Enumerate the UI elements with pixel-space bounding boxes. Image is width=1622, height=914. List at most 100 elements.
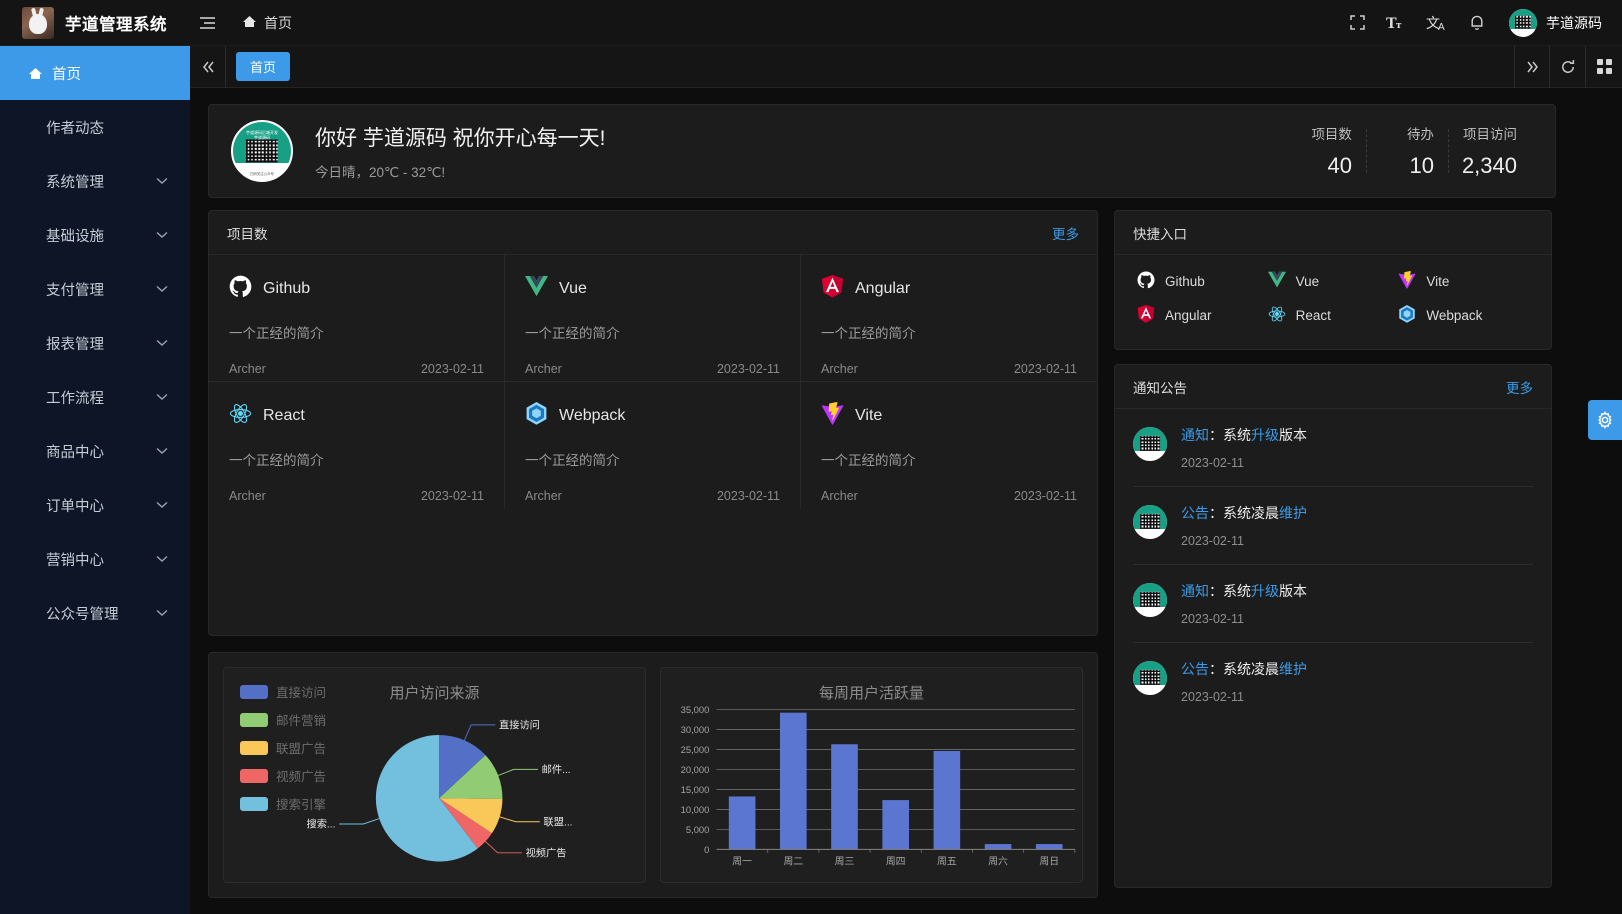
tabs-expand-right-icon[interactable]	[1514, 45, 1550, 88]
pie-slice[interactable]	[439, 734, 486, 799]
pie-legend-item[interactable]: 视频广告	[240, 766, 326, 785]
bar-rect[interactable]	[831, 744, 858, 850]
pie-chart-legend[interactable]: 直接访问 邮件营销 联盟广告 视频广告 搜索引擎	[240, 682, 326, 822]
notice-item[interactable]: 公告：系统凌晨维护 2023-02-11	[1133, 643, 1533, 720]
tab-home[interactable]: 首页	[236, 52, 291, 81]
notice-item[interactable]: 通知：系统升级版本 2023-02-11	[1133, 565, 1533, 643]
webpack-icon	[525, 402, 548, 430]
pie-leader-line	[485, 841, 522, 854]
sidebar-item-5[interactable]: 报表管理	[0, 316, 190, 370]
legend-label: 邮件营销	[276, 714, 327, 728]
legend-swatch	[240, 684, 268, 699]
quick-entry-label: Github	[1165, 274, 1205, 289]
bar-chart-title: 每周用户活跃量	[818, 685, 924, 702]
pie-slice[interactable]	[439, 798, 492, 849]
pie-legend-item[interactable]: 搜索引擎	[240, 794, 326, 813]
quick-entry-item[interactable]: Github	[1137, 271, 1268, 292]
sidebar-item-1[interactable]: 作者动态	[0, 100, 190, 154]
github-icon	[229, 275, 252, 303]
quick-entry-item[interactable]: Webpack	[1398, 305, 1529, 326]
charts-panel: 用户访问来源 直接访问 邮件营销 联盟广告 视频广告 搜索引擎 直接访问 邮件..…	[208, 652, 1098, 898]
projects-header: 项目数 更多	[209, 211, 1097, 255]
bar-x-label: 周六	[988, 856, 1008, 868]
pie-slice-label: 视频广告	[526, 847, 567, 860]
hamburger-icon[interactable]	[194, 0, 220, 46]
welcome-banner: 芋道源码后端开发 芋道源码 扫码关注公众号 你好 芋道源码 祝你开心每一天! 今日…	[208, 104, 1556, 198]
quick-entry-label: React	[1295, 308, 1331, 323]
sidebar-item-9[interactable]: 营销中心	[0, 532, 190, 586]
project-name: React	[263, 407, 305, 424]
notice-item[interactable]: 通知：系统升级版本 2023-02-11	[1133, 409, 1533, 487]
project-desc: 一个正经的简介	[821, 326, 916, 341]
project-card[interactable]: React 一个正经的简介 Archer 2023-02-11	[209, 382, 505, 509]
bar-rect[interactable]	[984, 844, 1012, 850]
app-logo-area[interactable]: 芋道管理系统	[0, 6, 190, 39]
bell-icon[interactable]	[1457, 0, 1497, 46]
pie-legend-item[interactable]: 联盟广告	[240, 738, 326, 757]
project-card[interactable]: Angular 一个正经的简介 Archer 2023-02-11	[801, 255, 1097, 382]
quick-entry-label: Vite	[1426, 274, 1450, 289]
project-card[interactable]: Github 一个正经的简介 Archer 2023-02-11	[209, 255, 505, 382]
quick-entry-grid: Github Vue Vite Angular React Webpack	[1115, 255, 1551, 342]
pie-slice[interactable]	[439, 755, 503, 799]
pie-slice[interactable]	[439, 798, 503, 834]
user-menu[interactable]: 芋道源码	[1497, 8, 1608, 37]
project-author: Archer	[821, 489, 858, 503]
pie-slice-label: 联盟...	[544, 816, 573, 828]
home-icon	[28, 66, 43, 80]
project-name: Github	[263, 280, 311, 297]
pie-legend-item[interactable]: 邮件营销	[240, 710, 326, 729]
quick-entry-item[interactable]: React	[1268, 305, 1399, 326]
quick-entry-item[interactable]: Vue	[1267, 271, 1399, 292]
sidebar-item-8[interactable]: 订单中心	[0, 478, 190, 532]
notices-more-link[interactable]: 更多	[1506, 380, 1533, 396]
project-card[interactable]: Webpack 一个正经的简介 Archer 2023-02-11	[505, 382, 801, 509]
sidebar-item-label: 支付管理	[46, 282, 104, 299]
bar-chart[interactable]: 每周用户活跃量 0 5,000 10,000 15,000 20,000 25,000 30…	[660, 667, 1083, 883]
bar-rect[interactable]	[780, 712, 807, 850]
project-date: 2023-02-11	[420, 362, 484, 376]
notice-title: 公告：系统凌晨维护	[1181, 661, 1307, 677]
projects-more-link[interactable]: 更多	[1052, 226, 1079, 242]
bar-rect[interactable]	[933, 750, 961, 850]
refresh-icon[interactable]	[1550, 45, 1586, 88]
sidebar-item-0[interactable]: 首页	[0, 46, 190, 100]
sidebar-item-4[interactable]: 支付管理	[0, 262, 190, 316]
sidebar-item-7[interactable]: 商品中心	[0, 424, 190, 478]
fullscreen-icon[interactable]	[1337, 0, 1377, 46]
legend-label: 联盟广告	[276, 742, 327, 756]
sidebar-item-2[interactable]: 系统管理	[0, 154, 190, 208]
translate-icon[interactable]: 文 A	[1417, 0, 1457, 46]
project-card[interactable]: Vue 一个正经的简介 Archer 2023-02-11	[505, 255, 801, 382]
project-card[interactable]: Vite 一个正经的简介 Archer 2023-02-11	[801, 382, 1097, 509]
pie-slice[interactable]	[375, 734, 478, 862]
pie-legend-item[interactable]: 直接访问	[240, 682, 326, 701]
bar-rect[interactable]	[1035, 844, 1063, 850]
breadcrumb[interactable]: 首页	[242, 13, 292, 33]
quick-entry-item[interactable]: Vite	[1398, 271, 1529, 292]
project-author: Archer	[821, 362, 858, 376]
sidebar-item-10[interactable]: 公众号管理	[0, 586, 190, 640]
tabs-collapse-left-icon[interactable]	[190, 45, 226, 88]
quick-entry-label: Angular	[1165, 308, 1212, 323]
notice-item[interactable]: 公告：系统凌晨维护 2023-02-11	[1133, 487, 1533, 565]
project-desc: 一个正经的简介	[229, 326, 324, 341]
grid-layout-icon[interactable]	[1586, 46, 1622, 88]
bar-rect[interactable]	[882, 800, 909, 850]
chevron-down-icon	[156, 497, 168, 513]
sidebar-item-label: 营销中心	[46, 552, 104, 569]
notice-title: 公告：系统凌晨维护	[1181, 505, 1307, 521]
legend-label: 视频广告	[276, 770, 327, 784]
notice-date: 2023-02-11	[1181, 612, 1245, 626]
main-content: 芋道源码后端开发 芋道源码 扫码关注公众号 你好 芋道源码 祝你开心每一天! 今日…	[190, 88, 1622, 914]
sidebar-item-6[interactable]: 工作流程	[0, 370, 190, 424]
sidebar-item-3[interactable]: 基础设施	[0, 208, 190, 262]
quick-entry-item[interactable]: Angular	[1137, 305, 1268, 326]
chevron-down-icon	[156, 335, 168, 351]
pie-chart[interactable]: 用户访问来源 直接访问 邮件营销 联盟广告 视频广告 搜索引擎 直接访问 邮件..…	[223, 667, 646, 883]
bar-rect[interactable]	[728, 796, 756, 850]
font-size-icon[interactable]: T т	[1377, 0, 1417, 46]
settings-float-button[interactable]	[1588, 400, 1622, 440]
hero-stat-value: 40	[1327, 153, 1352, 178]
notices-header: 通知公告 更多	[1115, 365, 1551, 409]
